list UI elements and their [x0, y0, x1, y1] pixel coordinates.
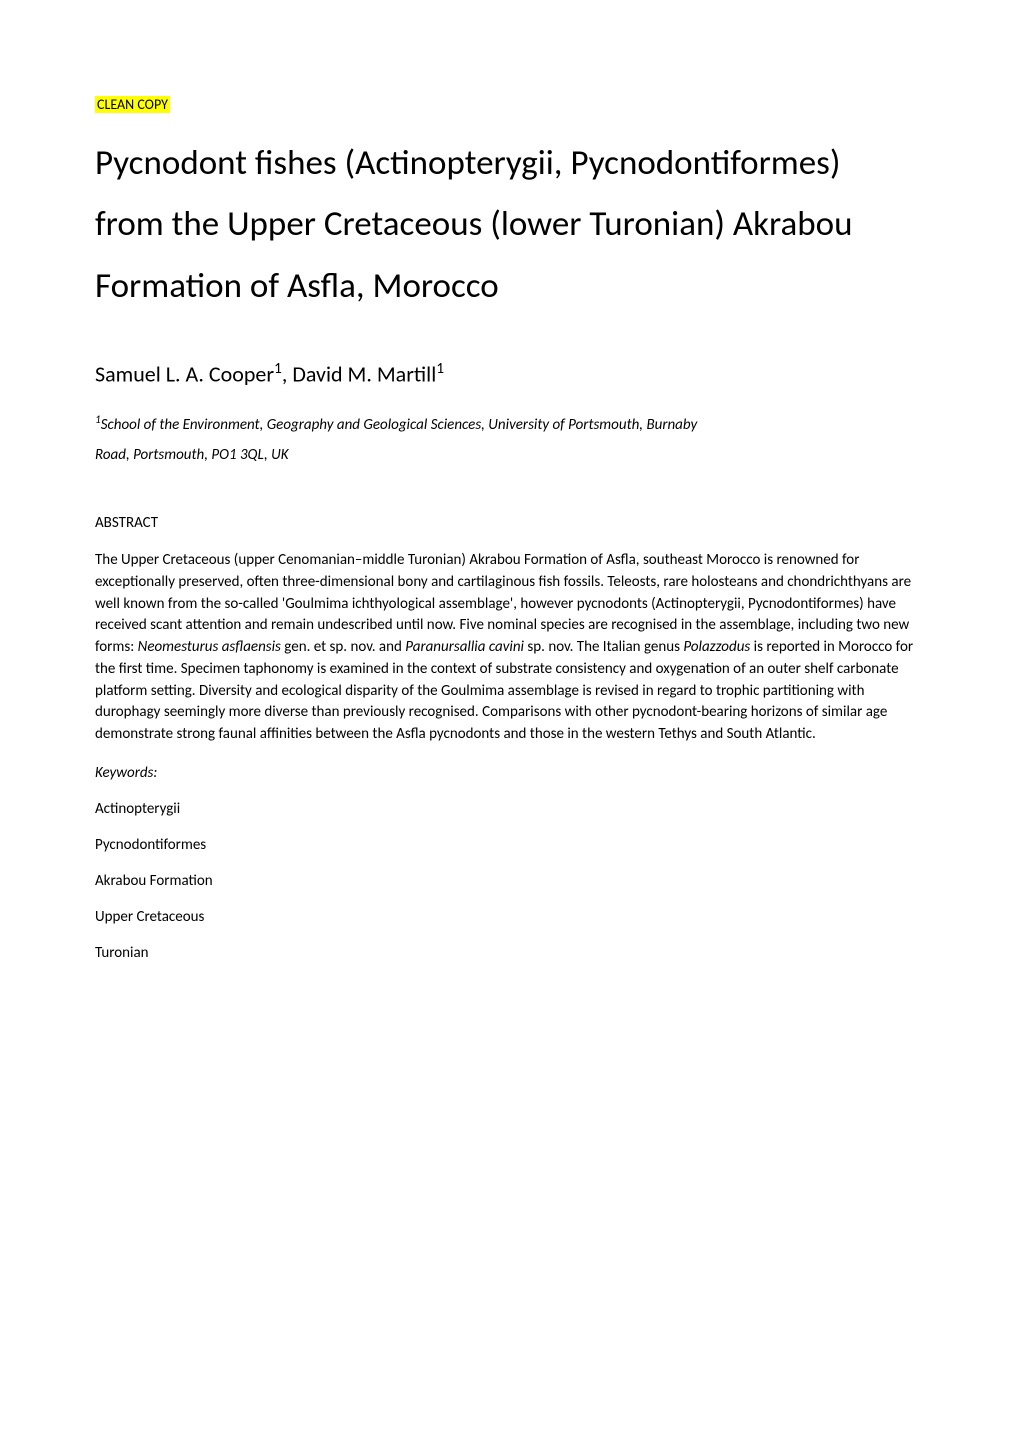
affiliation-line-1: School of the Environment, Geography and… — [101, 416, 698, 434]
abstract-text: The Upper Cretaceous (upper Cenomanian–m… — [95, 550, 925, 746]
author-1-affiliation-sup: 1 — [274, 359, 282, 378]
title-line-3: Formation of Asfla, Morocco — [95, 265, 499, 307]
keywords-label-text: Keywords — [95, 764, 153, 782]
author-2-name: David M. Martill — [292, 360, 436, 387]
affiliation-block: 1School of the Environment, Geography an… — [95, 409, 925, 470]
keywords-label: Keywords: — [95, 764, 925, 782]
title-line-2: from the Upper Cretaceous (lower Turonia… — [95, 203, 853, 245]
abstract-taxon-1: Neomesturus asflaensis — [138, 638, 281, 656]
paper-title: Pycnodont fishes (Actinopterygii, Pycnod… — [95, 133, 925, 317]
author-1-name: Samuel L. A. Cooper — [95, 360, 274, 387]
abstract-taxon-2: Paranursallia cavini — [405, 638, 524, 656]
abstract-taxon-3: Polazzodus — [683, 638, 750, 656]
affiliation-line-2: Road, Portsmouth, PO1 3QL, UK — [95, 446, 289, 464]
author-2-affiliation-sup: 1 — [436, 359, 444, 378]
keyword-4: Upper Cretaceous — [95, 908, 925, 926]
author-separator: , — [282, 360, 292, 387]
abstract-heading: ABSTRACT — [95, 514, 925, 532]
keyword-1: Actinopterygii — [95, 800, 925, 818]
clean-copy-label: CLEAN COPY — [95, 96, 170, 113]
keywords-label-colon: : — [153, 764, 157, 782]
title-line-1: Pycnodont fishes (Actinopterygii, Pycnod… — [95, 142, 840, 184]
abstract-seg-5: sp. nov. The Italian genus — [524, 638, 683, 656]
author-list: Samuel L. A. Cooper1, David M. Martill1 — [95, 359, 925, 387]
abstract-seg-3: gen. et sp. nov. and — [281, 638, 405, 656]
keyword-2: Pycnodontiformes — [95, 836, 925, 854]
keyword-3: Akrabou Formation — [95, 872, 925, 890]
keyword-5: Turonian — [95, 944, 925, 962]
